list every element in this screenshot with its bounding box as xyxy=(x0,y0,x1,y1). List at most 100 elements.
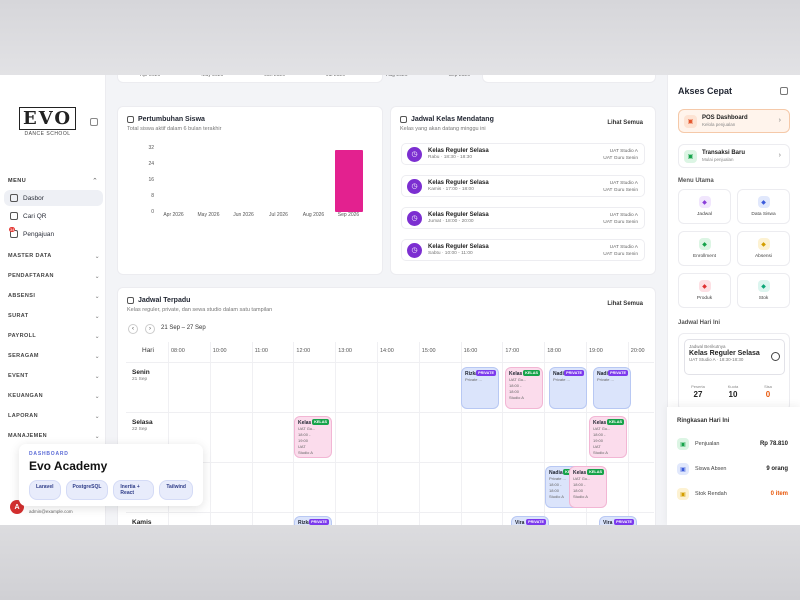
quick-access-pos-dashboard[interactable]: ▣ POS Dashboard Kelola penjualan › xyxy=(678,109,790,133)
clock-icon xyxy=(771,352,780,361)
schedule-event[interactable]: Nadia PRIVATE Private ... xyxy=(549,367,587,409)
cart-icon: ▣ xyxy=(677,438,689,450)
users-icon: ▣ xyxy=(677,463,689,475)
sidebar-collapse-icon[interactable] xyxy=(90,118,98,126)
qr-icon xyxy=(10,212,18,220)
cart-icon: ▣ xyxy=(684,149,697,163)
event-detail: Studio A xyxy=(298,450,313,455)
sidebar-group-master-data[interactable]: MASTER DATA ⌄ xyxy=(8,253,100,260)
event-detail: Private ... xyxy=(553,377,570,382)
sidebar-item-pengajuan[interactable]: 34 Pengajuan xyxy=(4,226,103,242)
event-detail: Private ... xyxy=(549,476,566,481)
event-name: Kelas xyxy=(573,470,587,476)
class-teacher: UAT Guru Senin xyxy=(603,252,638,257)
stat-label: Kuota xyxy=(727,384,739,389)
tech-chip: Inertia + React xyxy=(113,480,155,500)
see-all-upcoming-link[interactable]: Lihat Semua xyxy=(607,120,643,126)
event-name: Rizka xyxy=(298,520,312,525)
grid-line xyxy=(126,462,654,463)
day-date: 22 Sep xyxy=(132,427,148,432)
panel-toggle-icon[interactable] xyxy=(780,87,788,95)
upcoming-class-item[interactable]: ◷ Kelas Reguler Selasa Rabu · 18:30 - 18:3… xyxy=(401,143,645,165)
blurred-bottom-area xyxy=(0,525,800,600)
summary-value: Rp 78.810 xyxy=(759,441,788,447)
sidebar-group-keuangan[interactable]: KEUANGAN ⌄ xyxy=(8,393,100,400)
menu-tile-label: Stok xyxy=(758,296,769,301)
chevron-right-icon[interactable]: › xyxy=(145,324,155,334)
hour-label: 14:00 xyxy=(380,348,394,354)
upcoming-subtitle: Kelas yang akan datang minggu ini xyxy=(400,126,486,132)
month-label: Sep 2026 xyxy=(448,75,470,78)
event-detail: Studio A xyxy=(573,494,588,499)
summary-stok-rendah[interactable]: ▣ Stok Rendah 0 item xyxy=(677,485,790,503)
y-tick-label: 8 xyxy=(151,193,154,199)
hour-label: 16:00 xyxy=(463,348,478,354)
menu-tile-stok[interactable]: ◆ Stok xyxy=(737,273,790,308)
hour-label: 12:00 xyxy=(296,348,311,354)
schedule-event[interactable]: Nadi PRIVATE Private ... xyxy=(593,367,631,409)
upcoming-class-item[interactable]: ◷ Kelas Reguler Selasa Sabtu · 10:00 - 11:… xyxy=(401,239,645,261)
event-tag: PRIVATE xyxy=(564,370,584,376)
x-tick-label: Jun 2026 xyxy=(233,212,254,218)
today-schedule-card[interactable]: Jadwal Berikutnya Kelas Reguler Selasa U… xyxy=(678,333,790,411)
event-tag: KELAS xyxy=(607,419,624,425)
schedule-event[interactable]: Kelas KELAS UAT Gu... 18:00 -18:00 Studio A xyxy=(505,367,543,409)
sidebar-group-surat[interactable]: SURAT ⌄ xyxy=(8,313,100,320)
sidebar-group-absensi[interactable]: ABSENSI ⌄ xyxy=(8,293,100,300)
schedule-event[interactable]: Kelas KELAS UAT Gu... 18:00 -19:00 UAT Studio… xyxy=(294,416,332,458)
schedule-event[interactable]: Vira PRIVATE xyxy=(511,516,549,525)
quick-access-transaksi-baru[interactable]: ▣ Transaksi Baru Mulai penjualan › xyxy=(678,144,790,168)
event-tag: KELAS xyxy=(312,419,329,425)
menu-tile-data-siswa[interactable]: ◆ Data Siswa xyxy=(737,189,790,224)
summary-label: Stok Rendah xyxy=(695,491,727,497)
summary-penjualan[interactable]: ▣ Penjualan Rp 78.810 xyxy=(677,435,790,453)
class-teacher: UAT Guru Senin xyxy=(603,188,638,193)
sidebar-group-label: MANAJEMEN xyxy=(8,433,48,439)
menu-tile-produk[interactable]: ◆ Produk xyxy=(678,273,731,308)
sidebar-item-dasbor[interactable]: Dasbor xyxy=(4,190,103,206)
hour-label: 13:00 xyxy=(338,348,352,354)
menu-tile-enrollment[interactable]: ◆ Enrollment xyxy=(678,231,731,266)
class-text: Kelas Reguler Selasa Rabu · 18:30 - 18:30 xyxy=(428,148,489,160)
upcoming-class-item[interactable]: ◷ Kelas Reguler Selasa Jumat · 18:00 - 20:… xyxy=(401,207,645,229)
sidebar-group-manajemen[interactable]: MANAJEMEN ⌄ xyxy=(8,433,100,440)
day-column-header: Hari xyxy=(142,347,154,354)
summary-siswa-absen[interactable]: ▣ Siswa Absen 9 orang xyxy=(677,460,790,478)
schedule-event[interactable]: Kelas KELAS UAT Gu... 18:00 -19:00 UAT Studio… xyxy=(589,416,627,458)
home-icon xyxy=(10,194,18,202)
sidebar-item-cari-qr[interactable]: Cari QR xyxy=(4,208,103,224)
menu-tile-absensi[interactable]: ◆ Absensi xyxy=(737,231,790,266)
schedule-event[interactable]: Rizka PRIVATE xyxy=(294,516,332,525)
sidebar-group-event[interactable]: EVENT ⌄ xyxy=(8,373,100,380)
month-label: Jul 2026 xyxy=(326,75,345,78)
menu-tile-jadwal[interactable]: ◆ Jadwal xyxy=(678,189,731,224)
event-detail: Private ... xyxy=(597,377,614,382)
class-teacher: UAT Guru Senin xyxy=(603,220,638,225)
next-class[interactable]: Jadwal Berikutnya Kelas Reguler Selasa U… xyxy=(684,339,785,375)
chevron-left-icon[interactable]: ‹ xyxy=(128,324,138,334)
upcoming-title: Jadwal Kelas Mendatang xyxy=(411,116,494,123)
see-all-schedule-link[interactable]: Lihat Semua xyxy=(607,301,643,307)
sidebar-group-laporan[interactable]: LAPORAN ⌄ xyxy=(8,413,100,420)
event-tag: KELAS xyxy=(523,370,540,376)
student-growth-card: Pertumbuhan Siswa Total siswa aktif dala… xyxy=(117,106,383,275)
next-class-location: UAT Studio A · 18:30-18:30 xyxy=(689,357,744,362)
y-tick-label: 32 xyxy=(148,145,154,151)
tech-chip: PostgreSQL xyxy=(65,480,109,500)
class-time: Kamis · 17:00 - 18:00 xyxy=(428,187,474,192)
class-room: UAT Studio A xyxy=(609,149,638,154)
schedule-event[interactable]: Rizka PRIVATE Private ... xyxy=(461,367,499,409)
sidebar-group-payroll[interactable]: PAYROLL ⌄ xyxy=(8,333,100,340)
sidebar-group-seragam[interactable]: SERAGAM ⌄ xyxy=(8,353,100,360)
chevron-down-icon: ⌄ xyxy=(94,274,100,280)
sidebar-group-pendaftaran[interactable]: PENDAFTARAN ⌄ xyxy=(8,273,100,280)
schedule-event[interactable]: Kelas KELAS UAT Gu... 18:00 -18:00 Studio A xyxy=(569,466,607,508)
upcoming-class-item[interactable]: ◷ Kelas Reguler Selasa Kamis · 17:00 - 18:… xyxy=(401,175,645,197)
growth-subtitle: Total siswa aktif dalam 6 bulan terakhir xyxy=(127,126,222,132)
user-email: admin@example.com xyxy=(29,508,73,514)
chevron-up-icon[interactable]: ⌃ xyxy=(92,178,98,185)
dashboard-title: Evo Academy xyxy=(29,459,108,473)
class-time: Rabu · 18:30 - 18:30 xyxy=(428,155,473,160)
logo[interactable]: EVO DANCE SCHOOL xyxy=(6,81,89,163)
schedule-event[interactable]: Vira PRIVATE xyxy=(599,516,637,525)
